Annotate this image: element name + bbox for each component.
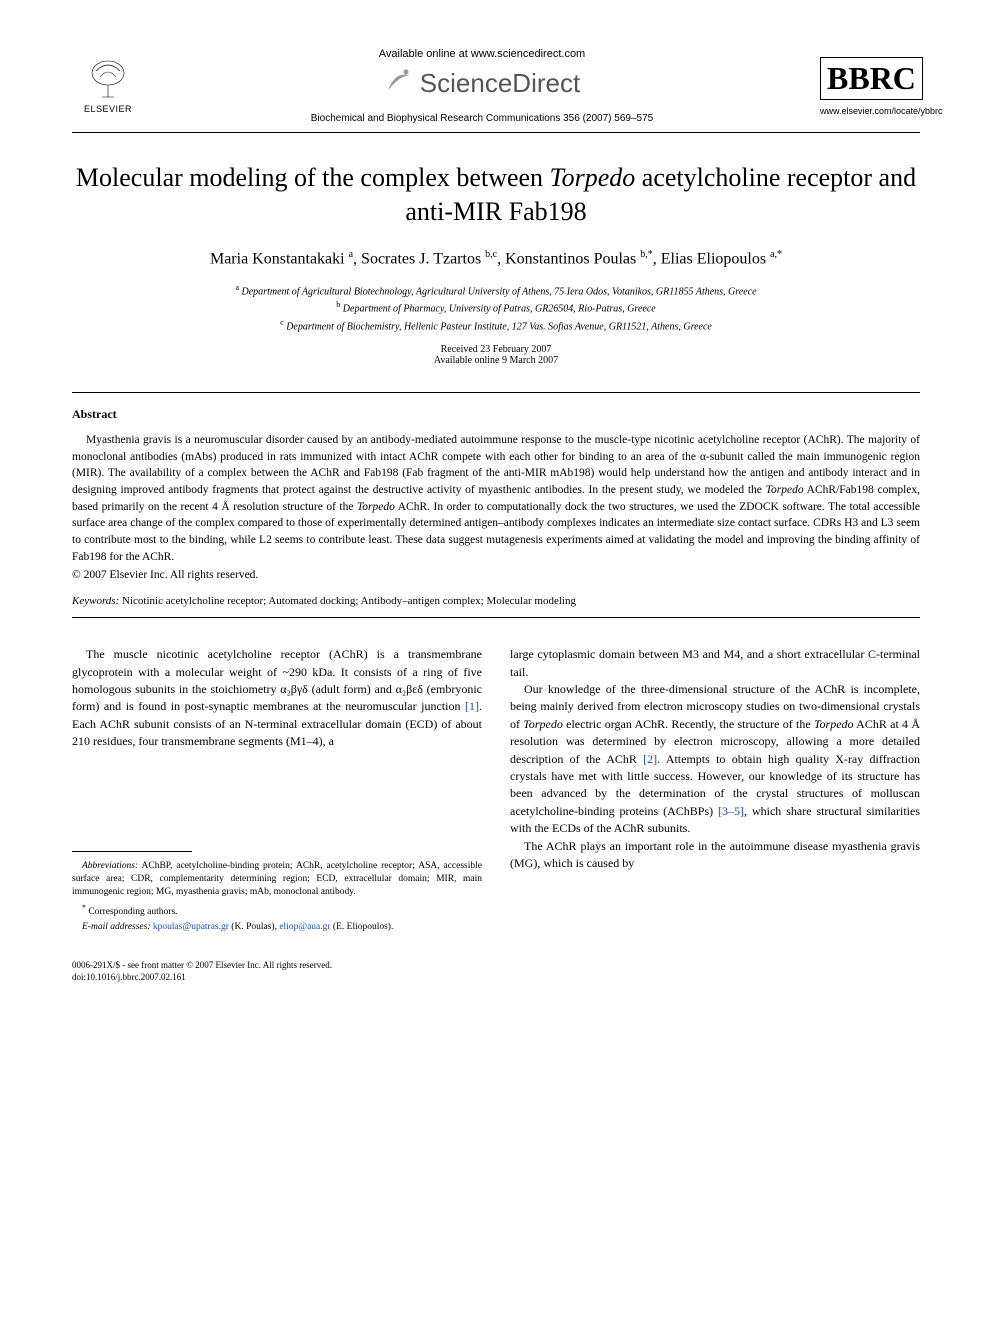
column-left: The muscle nicotinic acetylcholine recep…: [72, 646, 482, 936]
abstract-ital-2: Torpedo: [357, 501, 395, 513]
doi-line: doi:10.1016/j.bbrc.2007.02.161: [72, 972, 332, 984]
email-2-name: (E. Eliopoulos).: [331, 922, 394, 932]
article-title: Molecular modeling of the complex betwee…: [72, 161, 920, 229]
email-1-name: (K. Poulas),: [229, 922, 279, 932]
page-footer: 0006-291X/$ - see front matter © 2007 El…: [72, 960, 920, 983]
affiliation-b-text: Department of Pharmacy, University of Pa…: [343, 304, 656, 315]
dates-block: Received 23 February 2007 Available onli…: [72, 344, 920, 366]
sd-swoosh-icon: [384, 66, 414, 101]
footnote-emails: E-mail addresses: kpoulas@upatras.gr (K.…: [72, 921, 482, 934]
footnotes: Abbreviations: AChBP, acetylcholine-bind…: [72, 860, 482, 935]
corresponding-text: Corresponding authors.: [88, 907, 177, 917]
elsevier-logo: ELSEVIER: [72, 59, 144, 114]
copyright-line: © 2007 Elsevier Inc. All rights reserved…: [72, 569, 920, 581]
email-1[interactable]: kpoulas@upatras.gr: [153, 922, 229, 932]
body-para-2: large cytoplasmic domain between M3 and …: [510, 646, 920, 681]
ref-2[interactable]: [2]: [643, 752, 657, 766]
body-ital-1: Torpedo: [523, 717, 563, 731]
email-label: E-mail addresses:: [82, 922, 151, 932]
ref-1[interactable]: [1]: [465, 699, 479, 713]
title-part-1: Molecular modeling of the complex betwee…: [76, 163, 550, 192]
keywords-line: Keywords: Nicotinic acetylcholine recept…: [72, 595, 920, 607]
journal-header: ELSEVIER Available online at www.science…: [72, 48, 920, 124]
body-ital-2: Torpedo: [814, 717, 854, 731]
affiliation-c-text: Department of Biochemistry, Hellenic Pas…: [286, 321, 712, 332]
ref-3-5[interactable]: [3–5]: [718, 804, 744, 818]
elsevier-tree-icon: [72, 59, 144, 104]
body-para-1: The muscle nicotinic acetylcholine recep…: [72, 646, 482, 750]
affiliation-c: c Department of Biochemistry, Hellenic P…: [72, 317, 920, 334]
authors-line: Maria Konstantakaki a, Socrates J. Tzart…: [72, 249, 920, 268]
sciencedirect-text: ScienceDirect: [420, 68, 580, 99]
bbrc-logo: BBRC: [820, 57, 923, 100]
available-online-text: Available online at www.sciencedirect.co…: [144, 48, 820, 60]
footnote-abbreviations: Abbreviations: AChBP, acetylcholine-bind…: [72, 860, 482, 900]
body-para-4: The AChR plays an important role in the …: [510, 838, 920, 873]
bbrc-block: BBRC www.elsevier.com/locate/ybbrc: [820, 57, 920, 116]
footnote-separator: [72, 851, 192, 852]
journal-citation: Biochemical and Biophysical Research Com…: [144, 113, 820, 124]
affiliation-a-text: Department of Agricultural Biotechnology…: [242, 286, 757, 297]
body-para-3: Our knowledge of the three-dimensional s…: [510, 681, 920, 838]
title-italic: Torpedo: [550, 163, 636, 192]
body-p1-text: The muscle nicotinic acetylcholine recep…: [72, 647, 482, 713]
abstract-rule-top: [72, 392, 920, 393]
keywords-label: Keywords:: [72, 595, 119, 607]
date-available: Available online 9 March 2007: [72, 355, 920, 366]
footnote-corresponding: * Corresponding authors.: [72, 902, 482, 919]
date-received: Received 23 February 2007: [72, 344, 920, 355]
affiliation-b: b Department of Pharmacy, University of …: [72, 299, 920, 316]
body-p4-text: The AChR plays an important role in the …: [510, 839, 920, 870]
issn-line: 0006-291X/$ - see front matter © 2007 El…: [72, 960, 332, 972]
footer-left: 0006-291X/$ - see front matter © 2007 El…: [72, 960, 332, 983]
body-p2-text: large cytoplasmic domain between M3 and …: [510, 647, 920, 678]
abstract-heading: Abstract: [72, 407, 920, 422]
email-2[interactable]: eliop@aua.gr: [279, 922, 330, 932]
elsevier-text: ELSEVIER: [72, 104, 144, 114]
header-center: Available online at www.sciencedirect.co…: [144, 48, 820, 124]
sciencedirect-logo: ScienceDirect: [144, 66, 820, 101]
abbrev-label: Abbreviations:: [82, 861, 138, 871]
keywords-text: Nicotinic acetylcholine receptor; Automa…: [119, 595, 576, 607]
affiliations: a Department of Agricultural Biotechnolo…: [72, 282, 920, 334]
column-right: large cytoplasmic domain between M3 and …: [510, 646, 920, 936]
header-rule: [72, 132, 920, 133]
journal-url: www.elsevier.com/locate/ybbrc: [820, 106, 920, 116]
body-p3b: electric organ AChR. Recently, the struc…: [563, 717, 814, 731]
abstract-ital-1: Torpedo: [766, 484, 804, 496]
body-columns: The muscle nicotinic acetylcholine recep…: [72, 646, 920, 936]
abstract-rule-bottom: [72, 617, 920, 618]
abstract-body: Myasthenia gravis is a neuromuscular dis…: [72, 432, 920, 565]
affiliation-a: a Department of Agricultural Biotechnolo…: [72, 282, 920, 299]
